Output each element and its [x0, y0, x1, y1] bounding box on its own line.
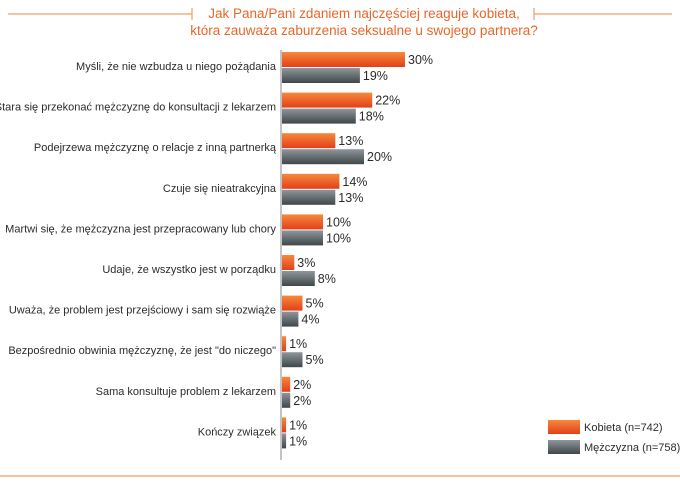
category-label: Kończy związek — [198, 426, 277, 438]
category-row: Udaje, że wszystko jest w porządku 3%8% — [102, 255, 336, 286]
category-label: Martwi się, że mężczyzna jest przepracow… — [5, 223, 276, 235]
value-label-female: 10% — [326, 215, 351, 229]
chart-rows: Myśli, że nie wzbudza u niego pożądania 3… — [0, 52, 433, 449]
bar-female — [282, 255, 295, 270]
category-row: Bezpośrednio obwinia mężczyznę, że jest … — [8, 336, 324, 368]
title-frame — [0, 8, 680, 477]
bar-female — [282, 417, 287, 433]
category-row: Uważa, że problem jest przejściowy i sam… — [9, 295, 324, 327]
chart-title-line-2: która zauważa zaburzenia seksualne u swo… — [190, 23, 537, 38]
legend: Kobieta (n=742) Mężczyzna (n=758) — [548, 420, 680, 454]
value-label-male: 8% — [318, 272, 336, 286]
value-label-female: 5% — [306, 297, 324, 311]
value-label-male: 13% — [338, 191, 363, 205]
legend-label-male: Mężczyzna (n=758) — [584, 442, 680, 454]
legend-label-female: Kobieta (n=742) — [584, 422, 663, 434]
category-row: Sama konsultuje problem z lekarzem 2% 2% — [96, 376, 311, 408]
bar-male — [282, 68, 360, 83]
value-label-female: 2% — [293, 378, 311, 392]
legend-swatch-male — [548, 440, 580, 454]
bar-female — [282, 52, 405, 67]
category-label: Myśli, że nie wzbudza u niego pożądania — [76, 61, 277, 73]
value-label-female: 13% — [338, 134, 363, 148]
category-label: Udaje, że wszystko jest w porządku — [102, 264, 276, 276]
bar-female — [282, 133, 336, 149]
value-label-male: 1% — [289, 434, 307, 448]
bar-female — [282, 92, 373, 108]
category-label: Uważa, że problem jest przejściowy i sam… — [9, 305, 276, 317]
bar-female — [282, 214, 323, 230]
bar-male — [282, 311, 299, 327]
value-label-female: 22% — [375, 94, 400, 108]
chart-title-line-1: Jak Pana/Pani zdaniem najczęściej reaguj… — [208, 6, 519, 21]
value-label-female: 14% — [342, 175, 367, 189]
bar-male — [282, 271, 315, 286]
category-label: Bezpośrednio obwinia mężczyznę, że jest … — [8, 345, 276, 357]
value-label-male: 5% — [306, 353, 324, 367]
category-row: Podejrzewa mężczyznę o relacje z inną pa… — [34, 133, 392, 165]
bar-male — [282, 149, 364, 165]
category-label: Stara się przekonać mężczyznę do konsult… — [0, 102, 276, 114]
bar-male — [282, 230, 323, 246]
category-row: Stara się przekonać mężczyznę do konsult… — [0, 92, 400, 124]
bar-female — [282, 173, 340, 189]
category-row: Martwi się, że mężczyzna jest przepracow… — [5, 214, 351, 246]
bar-male — [282, 352, 303, 368]
value-label-female: 3% — [297, 256, 315, 270]
value-label-male: 10% — [326, 231, 351, 245]
category-label: Sama konsultuje problem z lekarzem — [96, 386, 276, 398]
value-label-female: 1% — [289, 418, 307, 432]
legend-swatch-female — [548, 420, 580, 434]
value-label-male: 19% — [363, 69, 388, 83]
bar-male — [282, 108, 356, 124]
bar-male — [282, 189, 336, 205]
value-label-male: 2% — [293, 394, 311, 408]
category-row: Kończy związek 1% 1% — [198, 417, 307, 449]
value-label-male: 18% — [359, 110, 384, 124]
category-row: Czuje się nieatrakcyjna 14% 13% — [163, 173, 367, 205]
bar-male — [282, 433, 287, 449]
bar-male — [282, 392, 291, 408]
value-label-male: 4% — [301, 313, 319, 327]
value-label-female: 30% — [408, 53, 433, 67]
category-row: Myśli, że nie wzbudza u niego pożądania 3… — [76, 52, 433, 83]
value-label-male: 20% — [367, 150, 392, 164]
bar-female — [282, 336, 287, 352]
bar-female — [282, 295, 303, 311]
category-label: Podejrzewa mężczyznę o relacje z inną pa… — [34, 142, 277, 154]
bar-female — [282, 376, 291, 392]
category-label: Czuje się nieatrakcyjna — [163, 183, 277, 195]
value-label-female: 1% — [289, 337, 307, 351]
